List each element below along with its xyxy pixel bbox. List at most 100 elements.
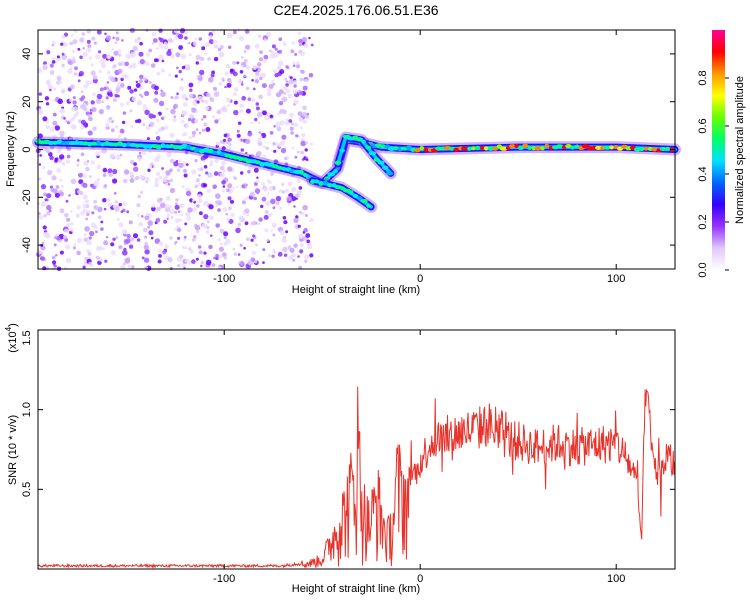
spectrogram-noise-dot (91, 107, 97, 113)
spectrogram-noise-dot (299, 249, 304, 254)
spectrogram-noise-dot (105, 35, 112, 41)
spectrogram-noise-dot (192, 100, 198, 107)
spectrogram-noise-dot (152, 38, 158, 43)
spectrogram-noise-dot (248, 154, 252, 158)
spectrogram-noise-dot (106, 106, 110, 111)
spectrogram-noise-dot (66, 217, 71, 222)
spectrogram-noise-dot (293, 84, 297, 88)
spectrogram-noise-dot (226, 145, 232, 152)
trace-hotspot (160, 143, 166, 148)
spectrogram-noise-dot (203, 153, 209, 159)
trace-hotspot (410, 147, 416, 152)
spectrogram-noise-dot (141, 215, 144, 218)
spectrogram-noise-dot (137, 118, 142, 124)
spectrogram-noise-dot (271, 222, 277, 228)
spectrogram-noise-dot (273, 69, 277, 73)
spectrogram-noise-dot (215, 200, 220, 205)
spectrogram-noise-dot (123, 178, 128, 184)
spectrogram-noise-dot (93, 41, 97, 45)
spectrogram-noise-dot (218, 254, 223, 259)
spectrogram-noise-dot (175, 159, 179, 163)
spectrogram-noise-dot (175, 218, 180, 224)
spectrogram-noise-dot (118, 62, 122, 67)
spectrogram-noise-dot (166, 179, 170, 183)
spectrogram-noise-dot (215, 223, 220, 228)
spectrogram-noise-dot (296, 64, 300, 69)
spectrogram-noise-dot (43, 214, 47, 218)
spectrogram-noise-dot (98, 50, 102, 54)
spectrogram-noise-dot (134, 38, 140, 44)
trace-hotspot (638, 147, 645, 151)
spectrogram-noise-dot (123, 137, 127, 140)
spectrogram-noise-dot (86, 47, 92, 53)
spectrogram-noise-dot (208, 244, 213, 250)
spectrogram-noise-dot (296, 61, 300, 65)
spectrogram-noise-dot (58, 80, 63, 85)
spectrogram-noise-dot (174, 211, 178, 214)
spectrogram-noise-dot (208, 204, 214, 210)
spectrogram-noise-dot (188, 82, 194, 88)
trace-hotspot (323, 176, 330, 181)
spectrogram-noise-dot (278, 49, 282, 54)
spectrogram-noise-dot (298, 90, 304, 96)
trace-hotspot (352, 194, 359, 198)
spectrogram-noise-dot (174, 240, 178, 244)
trace-hotspot (487, 146, 495, 151)
spectrogram-noise-dot (69, 98, 73, 103)
spectrogram-noise-dot (95, 151, 100, 157)
spectrogram-noise-dot (279, 189, 282, 192)
spectrogram-noise-dot (78, 172, 83, 178)
spectrogram-noise-dot (281, 183, 285, 186)
spectrogram-noise-dot (59, 208, 65, 214)
spectrogram-noise-dot (161, 167, 165, 170)
spectrogram-noise-dot (138, 79, 143, 84)
spectrogram-noise-dot (53, 87, 57, 91)
spectrogram-noise-dot (106, 53, 112, 60)
spectrogram-noise-dot (41, 256, 46, 261)
spectrogram-noise-dot (158, 54, 164, 60)
spectrogram-noise-dot (96, 178, 101, 182)
spectrogram-noise-dot (51, 44, 54, 47)
trace-hotspot (147, 144, 153, 149)
spectrogram-noise-dot (236, 185, 239, 189)
spectrogram-noise-dot (165, 182, 168, 186)
spectrogram-noise-dot (85, 209, 90, 214)
spectrogram-noise-dot (52, 112, 57, 117)
spectrogram-noise-dot (298, 233, 304, 239)
spectrogram-noise-dot (145, 61, 150, 66)
spectrogram-noise-dot (293, 122, 299, 128)
spectrogram-noise-dot (291, 41, 296, 45)
spectrogram-noise-dot (79, 97, 84, 102)
spectrogram-noise-dot (272, 233, 276, 237)
y-tick-label: 1.0 (21, 402, 33, 417)
spectrogram-noise-dot (158, 249, 163, 254)
spectrogram-noise-dot (65, 199, 69, 203)
spectrogram-noise-dot (174, 36, 178, 40)
spectrogram-noise-dot (90, 222, 96, 228)
colorbar-gradient (712, 30, 725, 270)
spectrogram-noise-dot (201, 46, 206, 51)
spectrogram-noise-dot (70, 222, 74, 226)
spectrogram-noise-dot (233, 87, 239, 92)
trace-hotspot (365, 145, 371, 150)
spectrogram-noise-dot (297, 224, 301, 228)
spectrogram-noise-dot (285, 83, 289, 87)
spectrogram-noise-dot (226, 217, 230, 221)
spectrogram-noise-dot (226, 82, 232, 88)
spectrogram-noise-dot (160, 126, 165, 130)
spectrogram-noise-dot (188, 53, 192, 57)
spectrogram-noise-dot (133, 166, 139, 172)
spectrogram-noise-dot (155, 47, 159, 50)
spectrogram-noise-dot (255, 106, 260, 111)
trace-hotspot (556, 144, 564, 149)
trace-hotspot (100, 142, 105, 147)
spectrogram-noise-dot (56, 168, 62, 173)
spectrogram-noise-dot (61, 185, 64, 188)
spectrogram-noise-dot (194, 118, 199, 124)
spectrogram-noise-dot (118, 49, 122, 53)
spectrogram-noise-dot (250, 238, 254, 242)
spectrogram-noise-dot (184, 36, 188, 40)
spectrogram-noise-dot (123, 262, 126, 266)
spectrogram-noise-dot (82, 182, 88, 188)
spectrogram-noise-dot (170, 216, 174, 219)
